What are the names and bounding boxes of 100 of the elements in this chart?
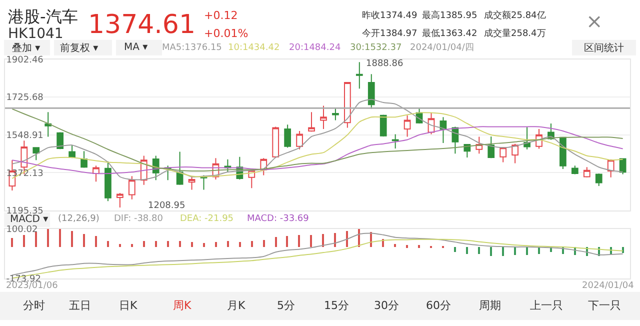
text: 30:1532.37 <box>350 43 402 53</box>
candlestick <box>500 146 507 163</box>
candlestick <box>571 165 578 175</box>
text: 30分 <box>374 299 399 312</box>
bar <box>131 244 133 247</box>
bar <box>23 234 25 247</box>
text: 10:1434.42 <box>228 43 280 53</box>
text: 今开1384.97 <box>362 28 418 39</box>
bar <box>514 246 516 255</box>
bar <box>155 240 157 247</box>
candlestick <box>320 105 327 130</box>
text: 5分 <box>277 299 295 312</box>
bar <box>622 246 624 253</box>
candlestick <box>356 62 363 90</box>
text: 2024/01/04/四 <box>410 43 474 53</box>
candlestick <box>404 114 411 138</box>
bar <box>227 240 229 247</box>
bar <box>167 240 169 247</box>
text: +0.12 <box>204 9 238 22</box>
candlestick <box>44 112 52 138</box>
text: 周期 <box>479 299 501 312</box>
candlestick <box>68 144 76 158</box>
candlestick <box>440 116 447 144</box>
y-tick-label: 1725.68 <box>6 93 44 104</box>
candlestick <box>284 124 291 148</box>
candlestick <box>512 143 518 164</box>
bar <box>346 230 348 247</box>
text: 月K <box>227 299 246 312</box>
bar <box>119 244 121 247</box>
bar <box>526 246 528 255</box>
candlestick <box>392 134 399 150</box>
y-tick-label: 1902.46 <box>6 55 44 66</box>
text: 最低1363.42 <box>422 28 478 39</box>
annotation: 1208.95 <box>148 201 186 211</box>
bar <box>95 236 97 247</box>
candlestick <box>524 126 530 150</box>
series-label: MACD: -33.69 <box>247 214 310 224</box>
bar <box>394 244 396 247</box>
candlestick <box>308 112 315 132</box>
bar <box>107 240 109 247</box>
bar <box>478 246 480 254</box>
bar <box>310 234 312 247</box>
candlestick <box>344 82 351 128</box>
candlestick <box>56 132 64 150</box>
candlestick <box>80 150 88 168</box>
bar <box>406 244 408 248</box>
text: 60分 <box>426 299 451 312</box>
bar <box>35 232 37 247</box>
bar <box>11 238 13 247</box>
text: 五日 <box>69 299 91 312</box>
candlestick <box>92 165 100 182</box>
text: 上一只 <box>530 299 563 312</box>
text: DIF: -38.80 <box>114 214 164 224</box>
text: (12,26,9) <box>58 214 100 224</box>
text: 成交量258.4万 <box>484 28 546 39</box>
text: 叠加 ▾ <box>12 42 40 54</box>
bar <box>334 232 336 247</box>
text: MACD ▾ <box>10 214 48 225</box>
bar <box>191 242 193 247</box>
candlestick <box>176 151 184 186</box>
candlestick <box>104 160 112 202</box>
annotation: 1888.86 <box>366 59 404 69</box>
text: 下一只 <box>588 299 621 312</box>
chart-subtitle: HK1041 <box>8 26 64 42</box>
bar <box>179 240 181 247</box>
text: 昨收1374.49 <box>362 10 418 21</box>
text: +0.01% <box>204 27 248 40</box>
y-tick-label: 100.02 <box>6 225 38 236</box>
text: 日K <box>119 299 138 312</box>
bar <box>71 230 73 247</box>
bar <box>466 246 468 254</box>
candlestick <box>332 108 339 121</box>
bar <box>454 246 456 252</box>
text: × <box>586 9 603 33</box>
candlestick <box>595 173 602 186</box>
bar <box>59 228 61 247</box>
text: 成交额25.84亿 <box>484 10 546 21</box>
text: MA ▾ <box>124 42 148 53</box>
bar <box>286 236 288 247</box>
text: 1374.61 <box>88 10 196 40</box>
text: DEA: -21.95 <box>180 214 234 224</box>
bar <box>203 242 205 247</box>
bar <box>298 234 300 247</box>
text: 15分 <box>324 299 349 312</box>
text: 分时 <box>23 299 45 312</box>
candlestick <box>32 147 40 161</box>
bar <box>251 240 253 247</box>
line-series <box>12 232 624 276</box>
candlestick <box>583 166 590 178</box>
text: 前复权 ▾ <box>60 42 98 54</box>
candlestick <box>128 176 136 200</box>
bar <box>47 228 49 247</box>
candlestick <box>296 130 303 150</box>
text: 2024/01/04 <box>582 281 634 291</box>
y-tick-label: 1548.91 <box>6 131 44 142</box>
candlestick <box>188 176 196 190</box>
candlestick <box>272 126 280 158</box>
candlestick <box>116 192 124 208</box>
bar <box>239 242 241 247</box>
bar <box>263 240 265 247</box>
